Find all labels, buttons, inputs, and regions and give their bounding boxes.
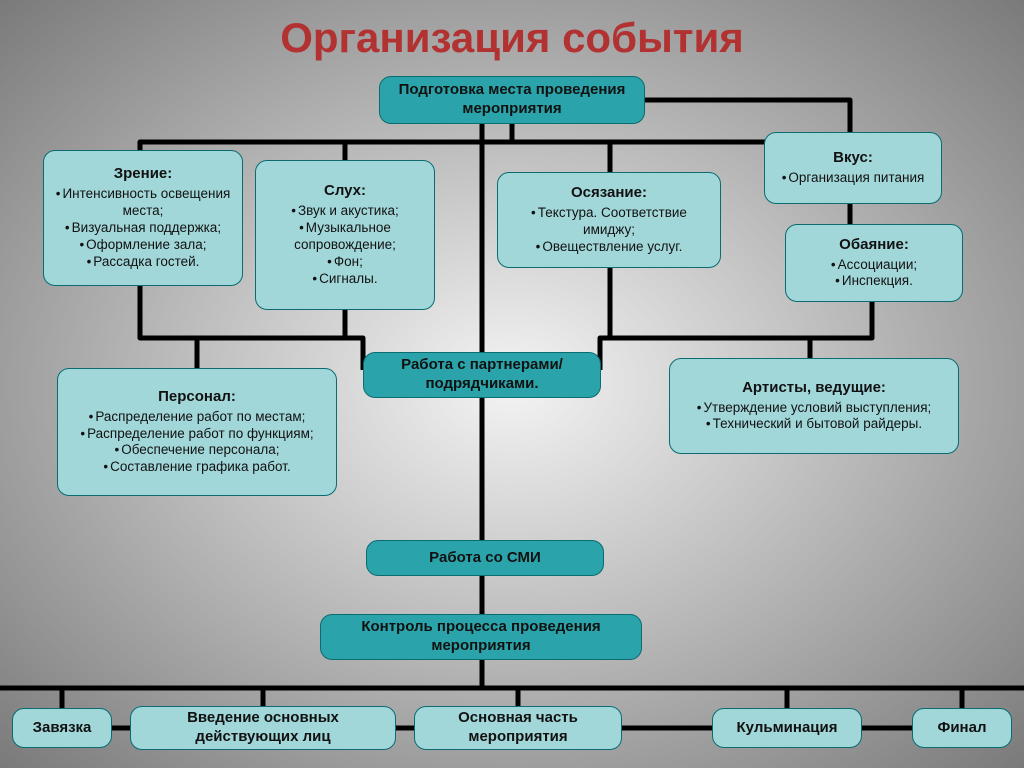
node-title: Обаяние: — [839, 236, 909, 255]
node-title: Персонал: — [158, 388, 236, 407]
node-items: Утверждение условий выступления;Техничес… — [697, 400, 932, 434]
node-vision: Зрение: Интенсивность освещения места;Виз… — [43, 150, 243, 286]
node-item: Распределение работ по функциям; — [80, 426, 313, 443]
node-item: Фон; — [264, 254, 426, 271]
node-item: Технический и бытовой райдеры. — [697, 416, 932, 433]
node-title: Контроль процесса проведения мероприятия — [329, 618, 633, 656]
node-staff: Персонал: Распределение работ по местам;Р… — [57, 368, 337, 496]
node-title: Вкус: — [833, 149, 873, 168]
node-item: Сигналы. — [264, 271, 426, 288]
node-title: Кульминация — [737, 719, 838, 738]
node-item: Составление графика работ. — [80, 459, 313, 476]
node-title: Подготовка места проведения мероприятия — [388, 81, 636, 119]
node-item: Овеществление услуг. — [506, 239, 712, 256]
node-p1: Завязка — [12, 708, 112, 748]
node-title: Осязание: — [571, 184, 647, 203]
node-title: Зрение: — [114, 165, 173, 184]
node-control: Контроль процесса проведения мероприятия — [320, 614, 642, 660]
node-title: Работа с партнерами/подрядчиками. — [372, 356, 592, 394]
node-item: Визуальная поддержка; — [52, 220, 234, 237]
node-items: Текстура. Соответствие имиджу;Овеществле… — [506, 205, 712, 256]
node-item: Обеспечение персонала; — [80, 442, 313, 459]
node-partners: Работа с партнерами/подрядчиками. — [363, 352, 601, 398]
node-item: Рассадка гостей. — [52, 254, 234, 271]
node-items: Распределение работ по местам;Распределе… — [80, 409, 313, 477]
node-media: Работа со СМИ — [366, 540, 604, 576]
node-hearing: Слух: Звук и акустика;Музыкальное сопрово… — [255, 160, 435, 310]
node-item: Организация питания — [782, 170, 925, 187]
node-item: Текстура. Соответствие имиджу; — [506, 205, 712, 239]
node-item: Интенсивность освещения места; — [52, 186, 234, 220]
node-item: Утверждение условий выступления; — [697, 400, 932, 417]
node-title: Слух: — [324, 182, 366, 201]
node-item: Звук и акустика; — [264, 203, 426, 220]
node-title: Завязка — [33, 719, 92, 738]
node-items: Ассоциации;Инспекция. — [831, 257, 917, 291]
node-item: Распределение работ по местам; — [80, 409, 313, 426]
node-items: Интенсивность освещения места;Визуальная… — [52, 186, 234, 270]
node-taste: Вкус: Организация питания — [764, 132, 942, 204]
node-item: Музыкальное сопровождение; — [264, 220, 426, 254]
node-title: Введение основных действующих лиц — [139, 709, 387, 747]
node-title: Финал — [938, 719, 987, 738]
node-p4: Кульминация — [712, 708, 862, 748]
node-p3: Основная часть мероприятия — [414, 706, 622, 750]
node-artists: Артисты, ведущие: Утверждение условий выс… — [669, 358, 959, 454]
diagram-title: Организация события — [0, 14, 1024, 62]
node-root: Подготовка места проведения мероприятия — [379, 76, 645, 124]
node-p2: Введение основных действующих лиц — [130, 706, 396, 750]
node-title: Работа со СМИ — [429, 549, 541, 568]
node-items: Организация питания — [782, 170, 925, 187]
node-charm: Обаяние: Ассоциации;Инспекция. — [785, 224, 963, 302]
node-item: Ассоциации; — [831, 257, 917, 274]
node-touch: Осязание: Текстура. Соответствие имиджу;О… — [497, 172, 721, 268]
node-item: Оформление зала; — [52, 237, 234, 254]
node-items: Звук и акустика;Музыкальное сопровождени… — [264, 203, 426, 287]
node-p5: Финал — [912, 708, 1012, 748]
node-item: Инспекция. — [831, 273, 917, 290]
node-title: Артисты, ведущие: — [742, 379, 886, 398]
node-title: Основная часть мероприятия — [423, 709, 613, 747]
